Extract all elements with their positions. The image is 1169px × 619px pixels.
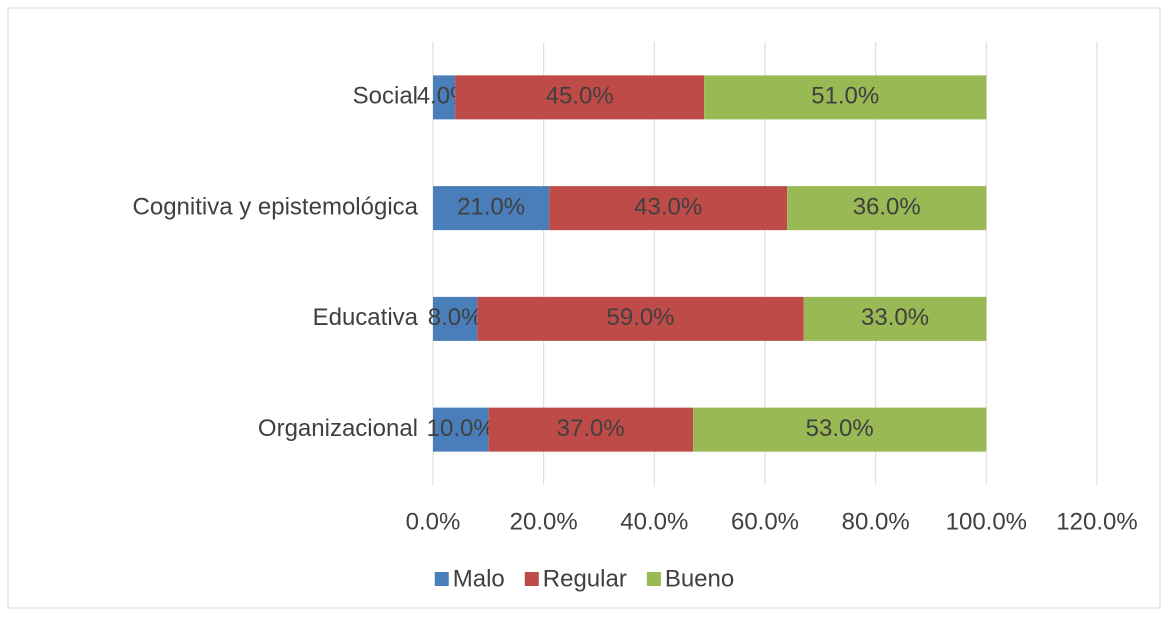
data-label: 59.0% (606, 304, 674, 331)
bar-segment (488, 407, 694, 452)
y-tick-label: Social (353, 83, 418, 110)
legend-label: Regular (543, 565, 627, 592)
x-tick-label: 0.0% (406, 508, 461, 535)
y-tick-label: Cognitiva y epistemológica (133, 193, 419, 220)
bar-segment (693, 407, 987, 452)
bar-segment (433, 296, 478, 341)
legend-swatch (434, 572, 449, 586)
legend-label: Malo (453, 565, 505, 592)
data-label: 37.0% (557, 415, 625, 442)
bar-segment (433, 75, 456, 120)
bar-segment (803, 296, 987, 341)
bar-segment (787, 186, 987, 231)
legend-swatch (646, 572, 661, 586)
data-label: 21.0% (457, 193, 525, 220)
data-label: 10.0% (427, 415, 495, 442)
data-label: 8.0% (428, 304, 483, 331)
bar-segment (433, 186, 550, 231)
bar-segment (549, 186, 788, 231)
data-label: 45.0% (546, 83, 614, 110)
bar-segment (455, 75, 705, 120)
data-label: 51.0% (811, 83, 879, 110)
y-tick-label: Educativa (313, 304, 419, 331)
x-tick-label: 40.0% (620, 508, 688, 535)
data-label: 43.0% (634, 193, 702, 220)
data-label: 33.0% (861, 304, 929, 331)
x-tick-label: 120.0% (1056, 508, 1137, 535)
x-tick-label: 60.0% (731, 508, 799, 535)
x-tick-label: 100.0% (946, 508, 1027, 535)
x-tick-label: 20.0% (510, 508, 578, 535)
bar-segment (477, 296, 804, 341)
data-label: 53.0% (806, 415, 874, 442)
legend-swatch (524, 572, 539, 586)
data-label: 36.0% (853, 193, 921, 220)
bar-segment (433, 407, 489, 452)
legend-label: Bueno (665, 565, 734, 592)
bar-segment (704, 75, 987, 120)
y-tick-label: Organizacional (258, 415, 418, 442)
x-tick-label: 80.0% (842, 508, 910, 535)
